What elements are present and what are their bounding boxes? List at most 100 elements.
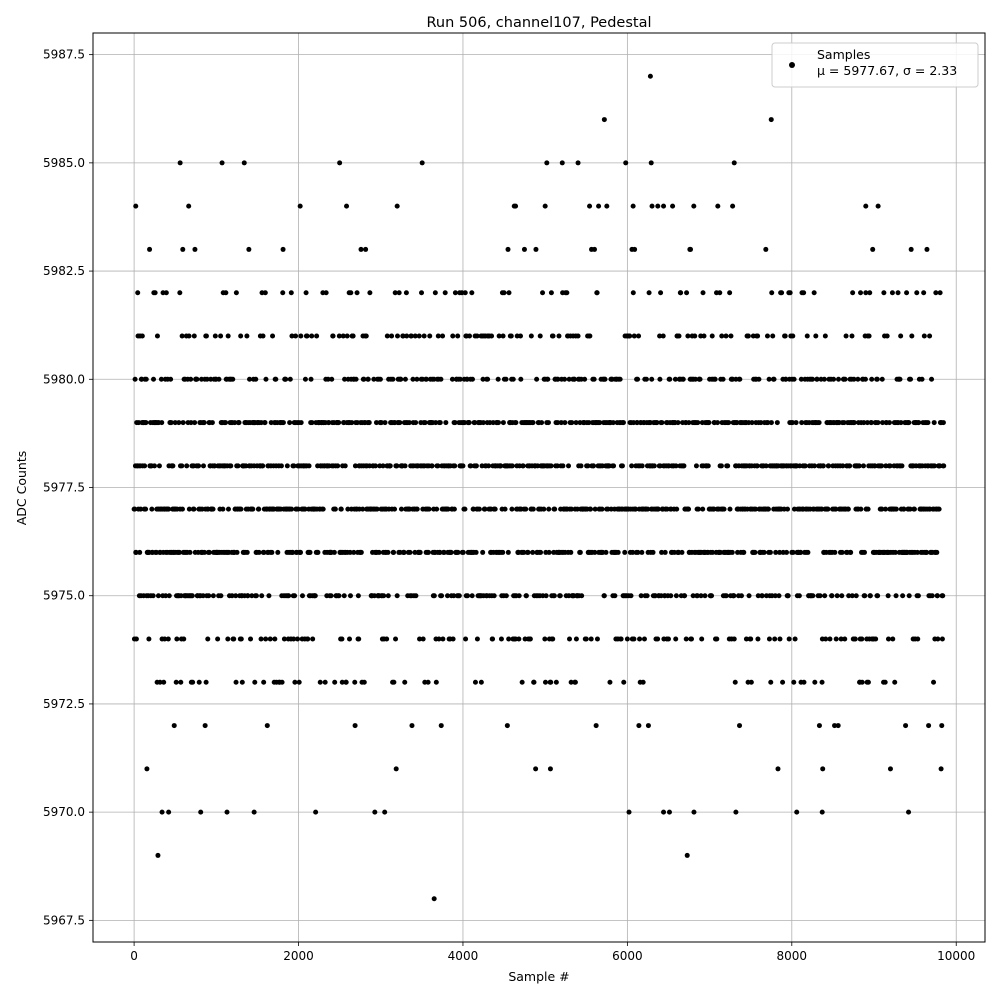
data-point xyxy=(585,463,591,469)
data-point xyxy=(509,463,515,469)
data-point xyxy=(527,636,533,642)
data-point xyxy=(249,593,255,599)
data-point xyxy=(867,593,873,599)
data-point xyxy=(180,246,186,252)
data-point xyxy=(421,333,427,339)
data-point xyxy=(737,723,743,729)
data-point xyxy=(223,420,229,426)
data-point xyxy=(392,290,398,296)
data-point xyxy=(505,549,511,555)
data-point xyxy=(593,723,599,729)
data-point xyxy=(665,636,671,642)
data-point xyxy=(262,420,268,426)
data-point xyxy=(627,333,633,339)
data-point xyxy=(287,376,293,382)
data-point xyxy=(546,549,552,555)
data-point xyxy=(393,766,399,772)
data-point xyxy=(929,376,935,382)
data-point xyxy=(668,593,674,599)
data-point xyxy=(498,636,504,642)
data-point xyxy=(692,333,698,339)
data-point xyxy=(262,290,268,296)
data-point xyxy=(599,506,605,512)
data-point xyxy=(260,463,266,469)
data-point xyxy=(284,463,290,469)
data-point xyxy=(895,290,901,296)
data-point xyxy=(591,376,597,382)
data-point xyxy=(191,333,197,339)
data-point xyxy=(792,636,798,642)
data-point xyxy=(192,246,198,252)
data-point xyxy=(682,593,688,599)
data-point xyxy=(617,376,623,382)
data-point xyxy=(163,290,169,296)
data-point xyxy=(442,290,448,296)
x-tick-label: 4000 xyxy=(448,949,479,963)
data-point xyxy=(404,333,410,339)
data-point xyxy=(853,593,859,599)
data-point xyxy=(577,549,583,555)
data-point xyxy=(560,463,566,469)
data-point xyxy=(295,506,301,512)
data-point xyxy=(550,636,556,642)
data-point xyxy=(363,333,369,339)
data-point xyxy=(406,420,412,426)
data-point xyxy=(909,333,915,339)
data-point xyxy=(407,549,413,555)
data-point xyxy=(305,636,311,642)
data-point xyxy=(455,549,461,555)
data-point xyxy=(270,333,276,339)
data-point xyxy=(597,420,603,426)
data-point xyxy=(298,549,303,555)
data-point xyxy=(449,376,455,382)
data-point-outlier xyxy=(875,203,881,209)
data-point xyxy=(693,463,699,469)
data-point xyxy=(855,376,861,382)
data-point xyxy=(885,593,891,599)
data-point xyxy=(133,549,139,555)
data-point xyxy=(662,549,668,555)
data-point xyxy=(767,549,773,555)
data-point xyxy=(779,290,785,296)
data-point xyxy=(147,246,153,252)
data-point xyxy=(637,636,643,642)
data-point xyxy=(269,549,275,555)
data-point xyxy=(263,636,269,642)
data-point xyxy=(188,420,194,426)
data-point xyxy=(553,679,559,685)
data-point xyxy=(753,506,759,512)
data-point xyxy=(635,376,641,382)
data-point xyxy=(469,290,475,296)
data-point xyxy=(220,506,226,512)
data-point xyxy=(892,679,898,685)
data-point-outlier xyxy=(251,809,257,815)
data-point xyxy=(434,506,440,512)
data-point xyxy=(201,549,207,555)
data-point xyxy=(246,246,252,252)
data-point xyxy=(336,333,342,339)
data-point xyxy=(886,420,892,426)
data-point xyxy=(146,636,152,642)
data-point xyxy=(347,549,353,555)
y-tick-label: 5982.5 xyxy=(43,264,85,278)
data-point xyxy=(306,463,312,469)
data-point xyxy=(452,290,458,296)
data-point xyxy=(592,506,598,512)
data-point xyxy=(749,420,755,426)
data-point xyxy=(698,593,704,599)
data-point xyxy=(342,463,348,469)
data-point xyxy=(299,593,305,599)
data-point xyxy=(805,549,811,555)
data-point xyxy=(914,290,920,296)
data-point xyxy=(530,506,536,512)
data-point xyxy=(390,376,396,382)
data-point xyxy=(548,463,554,469)
data-point xyxy=(450,636,456,642)
data-point xyxy=(859,636,865,642)
data-point xyxy=(139,333,145,339)
y-tick-label: 5977.5 xyxy=(43,481,85,495)
data-point xyxy=(863,290,869,296)
data-point xyxy=(743,636,749,642)
data-point xyxy=(206,549,212,555)
data-point xyxy=(925,420,931,426)
